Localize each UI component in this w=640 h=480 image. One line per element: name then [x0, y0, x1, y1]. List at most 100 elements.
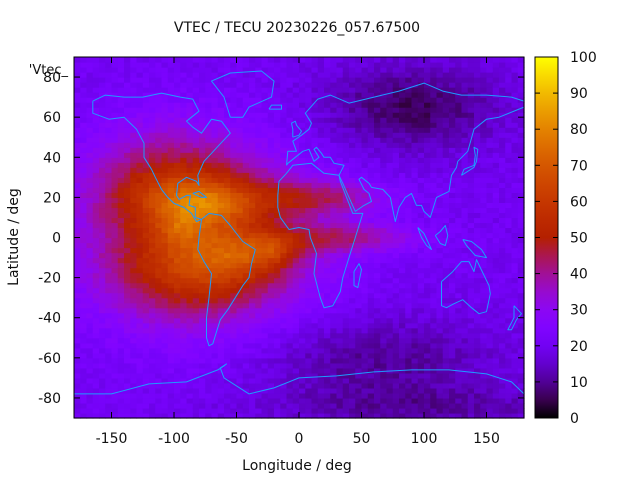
heatmap-cell	[492, 92, 500, 98]
heatmap-cell	[311, 177, 319, 183]
heatmap-cell	[411, 412, 419, 419]
heatmap-cell	[311, 187, 319, 193]
heatmap-cell	[199, 97, 206, 103]
heatmap-cell	[217, 172, 225, 178]
heatmap-cell	[286, 337, 294, 344]
heatmap-cell	[411, 247, 419, 254]
heatmap-cell	[461, 137, 469, 143]
heatmap-cell	[111, 137, 119, 143]
heatmap-cell	[136, 117, 144, 123]
heatmap-cell	[92, 307, 100, 314]
heatmap-cell	[80, 122, 88, 128]
heatmap-cell	[136, 202, 144, 209]
heatmap-cell	[399, 302, 406, 309]
heatmap-cell	[105, 157, 113, 163]
heatmap-cell	[355, 192, 363, 198]
heatmap-cell	[217, 57, 225, 63]
heatmap-cell	[111, 217, 119, 224]
heatmap-cell	[430, 217, 438, 224]
heatmap-cell	[286, 82, 294, 88]
heatmap-cell	[180, 277, 188, 284]
heatmap-cell	[336, 72, 344, 78]
heatmap-cell	[180, 377, 188, 384]
heatmap-cell	[399, 132, 406, 138]
heatmap-cell	[505, 407, 513, 414]
heatmap-cell	[161, 252, 169, 259]
heatmap-cell	[149, 122, 156, 128]
heatmap-cell	[399, 122, 406, 128]
heatmap-cell	[167, 82, 175, 88]
heatmap-cell	[130, 82, 138, 88]
heatmap-cell	[361, 157, 369, 163]
heatmap-cell	[199, 212, 206, 219]
heatmap-cell	[305, 267, 313, 274]
heatmap-cell	[449, 267, 456, 274]
heatmap-cell	[324, 147, 331, 153]
heatmap-cell	[474, 322, 481, 329]
heatmap-cell	[492, 272, 500, 279]
heatmap-cell	[367, 342, 375, 349]
heatmap-cell	[380, 247, 388, 254]
heatmap-cell	[230, 107, 238, 113]
heatmap-cell	[392, 302, 400, 309]
heatmap-cell	[342, 377, 350, 384]
heatmap-cell	[142, 222, 150, 229]
heatmap-cell	[361, 327, 369, 334]
heatmap-cell	[211, 107, 219, 113]
heatmap-cell	[136, 147, 144, 153]
heatmap-cell	[86, 287, 94, 294]
heatmap-cell	[299, 367, 306, 374]
heatmap-cell	[324, 57, 331, 63]
heatmap-cell	[280, 157, 288, 163]
heatmap-cell	[330, 257, 338, 264]
heatmap-cell	[461, 392, 469, 399]
heatmap-cell	[186, 87, 194, 93]
heatmap-cell	[305, 302, 313, 309]
heatmap-cell	[374, 162, 381, 168]
heatmap-cell	[186, 372, 194, 379]
heatmap-cell	[349, 307, 356, 314]
heatmap-cell	[199, 282, 206, 289]
heatmap-cell	[155, 187, 163, 193]
heatmap-cell	[342, 227, 350, 234]
heatmap-cell	[192, 167, 200, 173]
heatmap-cell	[317, 157, 325, 163]
heatmap-cell	[455, 357, 463, 364]
heatmap-cell	[480, 262, 488, 269]
heatmap-cell	[230, 412, 238, 419]
heatmap-cell	[424, 67, 431, 73]
heatmap-cell	[367, 227, 375, 234]
heatmap-cell	[130, 112, 138, 118]
heatmap-cell	[74, 197, 81, 203]
heatmap-cell	[230, 342, 238, 349]
heatmap-cell	[242, 92, 250, 98]
heatmap-cell	[124, 227, 131, 234]
heatmap-cell	[86, 357, 94, 364]
heatmap-cell	[342, 202, 350, 209]
heatmap-cell	[249, 242, 256, 249]
heatmap-cell	[411, 377, 419, 384]
heatmap-cell	[449, 92, 456, 98]
heatmap-cell	[505, 287, 513, 294]
heatmap-cell	[86, 147, 94, 153]
heatmap-cell	[474, 247, 481, 254]
heatmap-cell	[349, 387, 356, 394]
heatmap-cell	[492, 167, 500, 173]
heatmap-cell	[236, 162, 244, 168]
heatmap-cell	[242, 402, 250, 409]
heatmap-cell	[149, 82, 156, 88]
heatmap-cell	[367, 352, 375, 359]
heatmap-cell	[361, 372, 369, 379]
heatmap-cell	[367, 357, 375, 364]
heatmap-cell	[199, 337, 206, 344]
heatmap-cell	[274, 407, 281, 414]
heatmap-cell	[249, 277, 256, 284]
heatmap-cell	[117, 87, 125, 93]
heatmap-cell	[92, 262, 100, 269]
heatmap-cell	[174, 117, 181, 123]
heatmap-cell	[217, 237, 225, 244]
heatmap-cell	[199, 152, 206, 158]
heatmap-cell	[167, 57, 175, 63]
heatmap-cell	[99, 82, 106, 88]
heatmap-cell	[161, 402, 169, 409]
